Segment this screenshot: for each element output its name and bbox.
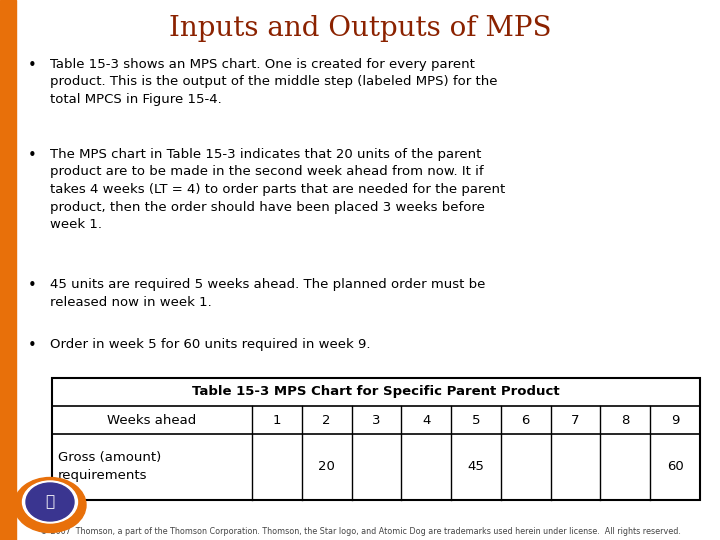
Text: Inputs and Outputs of MPS: Inputs and Outputs of MPS — [168, 15, 552, 42]
Text: 7: 7 — [571, 414, 580, 427]
Text: Table 15-3 shows an MPS chart. One is created for every parent
product. This is : Table 15-3 shows an MPS chart. One is cr… — [50, 58, 498, 106]
Text: 5: 5 — [472, 414, 480, 427]
Text: The MPS chart in Table 15-3 indicates that 20 units of the parent
product are to: The MPS chart in Table 15-3 indicates th… — [50, 148, 505, 231]
Text: •: • — [27, 278, 37, 293]
Text: Table 15-3 MPS Chart for Specific Parent Product: Table 15-3 MPS Chart for Specific Parent… — [192, 386, 560, 399]
Text: 20: 20 — [318, 461, 335, 474]
Ellipse shape — [14, 477, 86, 532]
Text: 2: 2 — [323, 414, 331, 427]
Text: 45: 45 — [467, 461, 485, 474]
Text: 4: 4 — [422, 414, 431, 427]
Bar — [52, 378, 700, 500]
Text: 1: 1 — [273, 414, 281, 427]
Text: 9: 9 — [671, 414, 679, 427]
Text: 45 units are required 5 weeks ahead. The planned order must be
released now in w: 45 units are required 5 weeks ahead. The… — [50, 278, 485, 308]
Text: 8: 8 — [621, 414, 629, 427]
Text: 🐕: 🐕 — [45, 495, 55, 510]
Ellipse shape — [22, 481, 78, 523]
Text: Order in week 5 for 60 units required in week 9.: Order in week 5 for 60 units required in… — [50, 338, 371, 351]
Text: •: • — [27, 58, 37, 73]
Bar — [0, 0, 16, 540]
Text: •: • — [27, 338, 37, 353]
Ellipse shape — [26, 483, 74, 521]
Text: © 2007  Thomson, a part of the Thomson Corporation. Thomson, the Star logo, and : © 2007 Thomson, a part of the Thomson Co… — [40, 528, 680, 537]
Text: 6: 6 — [521, 414, 530, 427]
Text: 3: 3 — [372, 414, 381, 427]
Text: Gross (amount)
requirements: Gross (amount) requirements — [58, 451, 161, 483]
Text: 60: 60 — [667, 461, 683, 474]
Text: •: • — [27, 148, 37, 163]
Text: Weeks ahead: Weeks ahead — [107, 414, 197, 427]
